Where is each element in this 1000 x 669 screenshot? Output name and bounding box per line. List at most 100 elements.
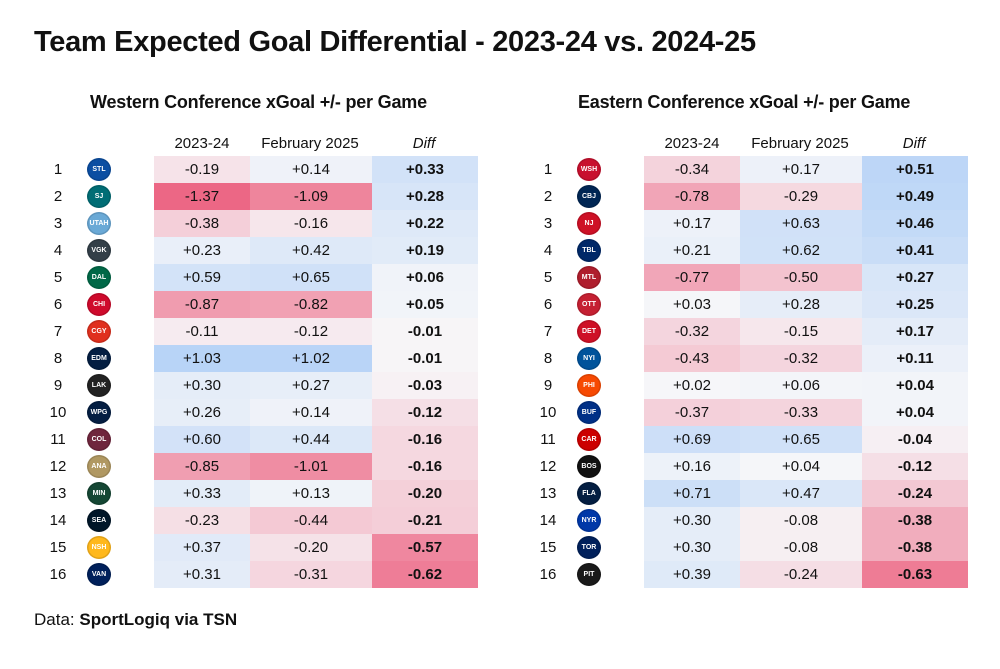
value-diff: -0.20	[372, 480, 478, 507]
value-february-2025: -0.24	[740, 561, 862, 588]
value-2023-24: +0.60	[154, 426, 250, 453]
table-row: 5 MTL -0.77 -0.50 +0.27	[528, 264, 968, 291]
team-logo-icon: WSH	[577, 158, 601, 181]
value-2023-24: -0.37	[644, 399, 740, 426]
table-row: 14 SEA -0.23 -0.44 -0.21	[38, 507, 478, 534]
team-logo-icon: FLA	[577, 482, 601, 505]
value-diff: -0.16	[372, 453, 478, 480]
team-logo-icon: PHI	[577, 374, 601, 397]
value-february-2025: -0.82	[250, 291, 372, 318]
team-logo-icon: ANA	[87, 455, 111, 478]
value-2023-24: +0.71	[644, 480, 740, 507]
table-row: 1 STL -0.19 +0.14 +0.33	[38, 156, 478, 183]
value-february-2025: -1.09	[250, 183, 372, 210]
value-february-2025: -0.44	[250, 507, 372, 534]
value-diff: -0.12	[372, 399, 478, 426]
table-row: 10 BUF -0.37 -0.33 +0.04	[528, 399, 968, 426]
value-diff: -0.57	[372, 534, 478, 561]
value-2023-24: -0.34	[644, 156, 740, 183]
rank-number: 5	[543, 269, 553, 286]
rank-number: 7	[53, 323, 63, 340]
team-logo-icon: CHI	[87, 293, 111, 316]
team-logo-icon: NJ	[577, 212, 601, 235]
table-row: 10 WPG +0.26 +0.14 -0.12	[38, 399, 478, 426]
team-logo-icon: VAN	[87, 563, 111, 586]
value-diff: -0.38	[862, 534, 968, 561]
team-logo-icon: EDM	[87, 347, 111, 370]
value-2023-24: -0.38	[154, 210, 250, 237]
value-diff: +0.11	[862, 345, 968, 372]
rank-number: 16	[49, 566, 67, 583]
value-diff: +0.33	[372, 156, 478, 183]
table-row: 11 COL +0.60 +0.44 -0.16	[38, 426, 478, 453]
value-february-2025: -0.50	[740, 264, 862, 291]
value-february-2025: +0.04	[740, 453, 862, 480]
team-logo-icon: OTT	[577, 293, 601, 316]
table-row: 11 CAR +0.69 +0.65 -0.04	[528, 426, 968, 453]
value-diff: -0.01	[372, 345, 478, 372]
value-february-2025: +0.47	[740, 480, 862, 507]
rank-number: 4	[543, 242, 553, 259]
column-header-diff: Diff	[902, 135, 926, 152]
team-logo-icon: BOS	[577, 455, 601, 478]
table-row: 14 NYR +0.30 -0.08 -0.38	[528, 507, 968, 534]
value-diff: +0.25	[862, 291, 968, 318]
value-2023-24: -0.23	[154, 507, 250, 534]
value-february-2025: -0.31	[250, 561, 372, 588]
value-diff: -0.24	[862, 480, 968, 507]
value-february-2025: -0.29	[740, 183, 862, 210]
value-diff: -0.04	[862, 426, 968, 453]
team-logo-icon: STL	[87, 158, 111, 181]
table-row: 16 PIT +0.39 -0.24 -0.63	[528, 561, 968, 588]
column-header-2023-24: 2023-24	[664, 135, 720, 152]
team-logo-icon: DET	[577, 320, 601, 343]
rank-number: 16	[539, 566, 557, 583]
table-row: 8 NYI -0.43 -0.32 +0.11	[528, 345, 968, 372]
value-diff: +0.27	[862, 264, 968, 291]
table-row: 6 CHI -0.87 -0.82 +0.05	[38, 291, 478, 318]
column-header-february-2025: February 2025	[751, 135, 849, 152]
table-row: 9 PHI +0.02 +0.06 +0.04	[528, 372, 968, 399]
value-diff: +0.04	[862, 399, 968, 426]
footer-source: SportLogiq via TSN	[79, 610, 238, 629]
value-february-2025: -1.01	[250, 453, 372, 480]
rank-number: 5	[53, 269, 63, 286]
rank-number: 3	[53, 215, 63, 232]
value-february-2025: +0.28	[740, 291, 862, 318]
value-february-2025: +1.02	[250, 345, 372, 372]
rank-number: 15	[49, 539, 67, 556]
value-diff: -0.16	[372, 426, 478, 453]
value-february-2025: +0.27	[250, 372, 372, 399]
footer-label: Data:	[34, 610, 75, 629]
team-logo-icon: MIN	[87, 482, 111, 505]
team-logo-icon: BUF	[577, 401, 601, 424]
value-diff: +0.04	[862, 372, 968, 399]
value-diff: +0.19	[372, 237, 478, 264]
table-row: 13 MIN +0.33 +0.13 -0.20	[38, 480, 478, 507]
rank-number: 11	[50, 431, 66, 448]
table-row: 2 CBJ -0.78 -0.29 +0.49	[528, 183, 968, 210]
value-2023-24: +0.30	[644, 534, 740, 561]
value-2023-24: +0.30	[644, 507, 740, 534]
value-2023-24: -0.11	[154, 318, 250, 345]
rank-number: 14	[49, 512, 67, 529]
value-2023-24: +0.02	[644, 372, 740, 399]
value-2023-24: -0.19	[154, 156, 250, 183]
team-logo-icon: TOR	[577, 536, 601, 559]
rank-number: 8	[53, 350, 63, 367]
table-row: 4 VGK +0.23 +0.42 +0.19	[38, 237, 478, 264]
table-row: 15 NSH +0.37 -0.20 -0.57	[38, 534, 478, 561]
column-header-february-2025: February 2025	[261, 135, 359, 152]
value-diff: -0.63	[862, 561, 968, 588]
table-row: 3 UTAH -0.38 -0.16 +0.22	[38, 210, 478, 237]
value-2023-24: -0.78	[644, 183, 740, 210]
team-logo-icon: TBL	[577, 239, 601, 262]
value-diff: -0.62	[372, 561, 478, 588]
value-2023-24: +0.37	[154, 534, 250, 561]
value-february-2025: -0.12	[250, 318, 372, 345]
value-2023-24: -0.77	[644, 264, 740, 291]
team-logo-icon: UTAH	[87, 212, 111, 235]
value-2023-24: +0.03	[644, 291, 740, 318]
value-2023-24: +0.69	[644, 426, 740, 453]
team-logo-icon: PIT	[577, 563, 601, 586]
